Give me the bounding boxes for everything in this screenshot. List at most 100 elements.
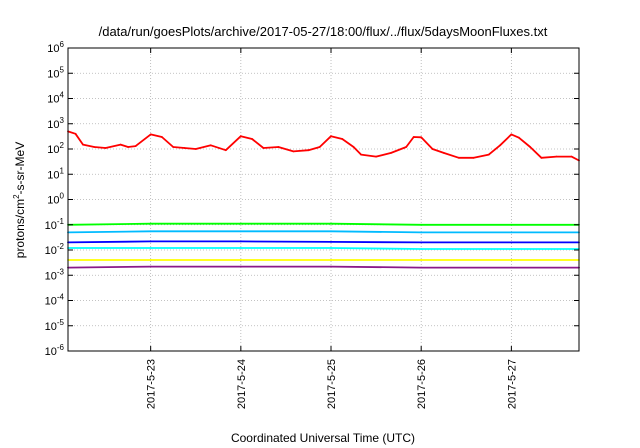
y-tick-label-exp: 1 bbox=[60, 166, 65, 175]
series-line-3 bbox=[67, 230, 579, 234]
series-point bbox=[510, 259, 513, 261]
series-point bbox=[307, 149, 310, 152]
series-point bbox=[420, 241, 423, 244]
series-point bbox=[330, 259, 332, 261]
series-point bbox=[442, 152, 445, 154]
series-point bbox=[518, 136, 520, 139]
y-tick-label-base: 10 bbox=[47, 68, 59, 80]
series-point bbox=[239, 247, 242, 249]
series-point bbox=[277, 146, 280, 148]
series-point bbox=[375, 155, 377, 158]
series-point bbox=[341, 138, 344, 140]
y-tick-label: 104 bbox=[47, 91, 64, 106]
series-point bbox=[209, 144, 212, 147]
series-point bbox=[330, 241, 332, 243]
series-point bbox=[472, 156, 475, 159]
series-point bbox=[360, 153, 362, 156]
x-ticks: 2017-5-23 2017-5-24 2017-5-25 2017-5-26 2017… bbox=[146, 48, 518, 409]
y-tick-label: 105 bbox=[47, 65, 64, 80]
series-point bbox=[239, 259, 242, 261]
y-tick-label: 101 bbox=[47, 166, 64, 181]
y-tick-label: 103 bbox=[47, 116, 64, 131]
y-tick-label-exp: 3 bbox=[60, 116, 65, 125]
series-point bbox=[224, 149, 227, 152]
series-point bbox=[412, 136, 415, 138]
series-point bbox=[420, 223, 423, 226]
x-tick-label: 2017-5-23 bbox=[146, 359, 158, 409]
series-point bbox=[555, 155, 558, 158]
series-point bbox=[405, 146, 408, 148]
y-tick-label-exp: 5 bbox=[60, 65, 65, 74]
y-axis-label-pre: protons/cm bbox=[13, 199, 27, 258]
y-tick-label-base: 10 bbox=[45, 220, 57, 232]
y-tick-label-base: 10 bbox=[47, 43, 59, 55]
y-tick-label: 10-1 bbox=[45, 217, 65, 232]
series-point bbox=[529, 146, 532, 148]
series-point bbox=[420, 259, 423, 261]
y-tick-label-base: 10 bbox=[47, 195, 59, 207]
series-point bbox=[239, 222, 242, 225]
x-axis-label: Coordinated Universal Time (UTC) bbox=[231, 431, 415, 445]
y-tick-label-base: 10 bbox=[45, 346, 57, 358]
series-line-4 bbox=[67, 240, 579, 244]
y-tick-label: 102 bbox=[47, 141, 64, 156]
x-tick-label: 2017-5-24 bbox=[236, 359, 248, 409]
series-point bbox=[352, 146, 355, 148]
series-point bbox=[183, 147, 186, 149]
y-tick-label: 10-5 bbox=[45, 318, 65, 333]
series-line-5 bbox=[68, 247, 579, 250]
series-point bbox=[510, 133, 513, 136]
series-point bbox=[499, 144, 501, 147]
y-tick-label-base: 10 bbox=[45, 296, 57, 308]
series-point bbox=[330, 222, 332, 225]
series-point bbox=[420, 231, 423, 234]
y-tick-label: 100 bbox=[47, 192, 64, 207]
series-point bbox=[149, 259, 152, 261]
series-point bbox=[570, 155, 573, 158]
y-tick-label-exp: -5 bbox=[57, 318, 65, 327]
series-point bbox=[104, 147, 107, 149]
series-point bbox=[239, 230, 242, 233]
series-point bbox=[420, 266, 423, 269]
y-tick-label-base: 10 bbox=[45, 270, 57, 282]
series-point bbox=[431, 148, 434, 150]
series-point bbox=[119, 143, 122, 146]
series-point bbox=[457, 156, 460, 159]
y-tick-label-exp: 0 bbox=[60, 192, 65, 201]
series-point bbox=[149, 247, 152, 249]
series-point bbox=[149, 222, 152, 225]
y-tick-label-exp: -6 bbox=[57, 343, 65, 352]
series-point bbox=[172, 146, 175, 148]
y-axis-label-post: -s-sr-MeV bbox=[13, 142, 27, 195]
y-ticks: 10-610-510-410-310-210-11001011021031041… bbox=[45, 40, 579, 358]
series-point bbox=[330, 247, 332, 249]
series-point bbox=[74, 132, 77, 135]
series-point bbox=[239, 135, 242, 138]
series-point bbox=[330, 265, 332, 268]
series-line-7 bbox=[67, 265, 579, 269]
series-point bbox=[93, 146, 96, 148]
series-point bbox=[82, 143, 84, 146]
y-tick-label-exp: 2 bbox=[60, 141, 65, 150]
y-tick-label: 10-4 bbox=[45, 293, 65, 308]
y-tick-label: 10-2 bbox=[45, 242, 65, 257]
grid bbox=[68, 48, 579, 351]
y-axis-label-sup: 2 bbox=[12, 194, 21, 199]
series-point bbox=[292, 150, 295, 153]
y-axis-label: protons/cm2-s-sr-MeV bbox=[12, 142, 27, 258]
x-tick-label: 2017-5-27 bbox=[506, 359, 518, 409]
series-point bbox=[251, 138, 254, 140]
series-point bbox=[149, 230, 152, 233]
series-point bbox=[239, 265, 242, 268]
y-tick-label-base: 10 bbox=[47, 169, 59, 181]
y-tick-label-exp: 4 bbox=[60, 91, 65, 100]
series-point bbox=[149, 240, 152, 243]
series-point bbox=[149, 265, 152, 268]
series-point bbox=[149, 133, 152, 136]
y-tick-label-exp: 6 bbox=[60, 40, 65, 49]
y-tick-label-base: 10 bbox=[45, 245, 57, 257]
y-tick-label-base: 10 bbox=[47, 144, 59, 156]
y-tick-label-exp: -3 bbox=[57, 267, 65, 276]
series-point bbox=[510, 266, 513, 269]
series-layer bbox=[67, 130, 580, 269]
